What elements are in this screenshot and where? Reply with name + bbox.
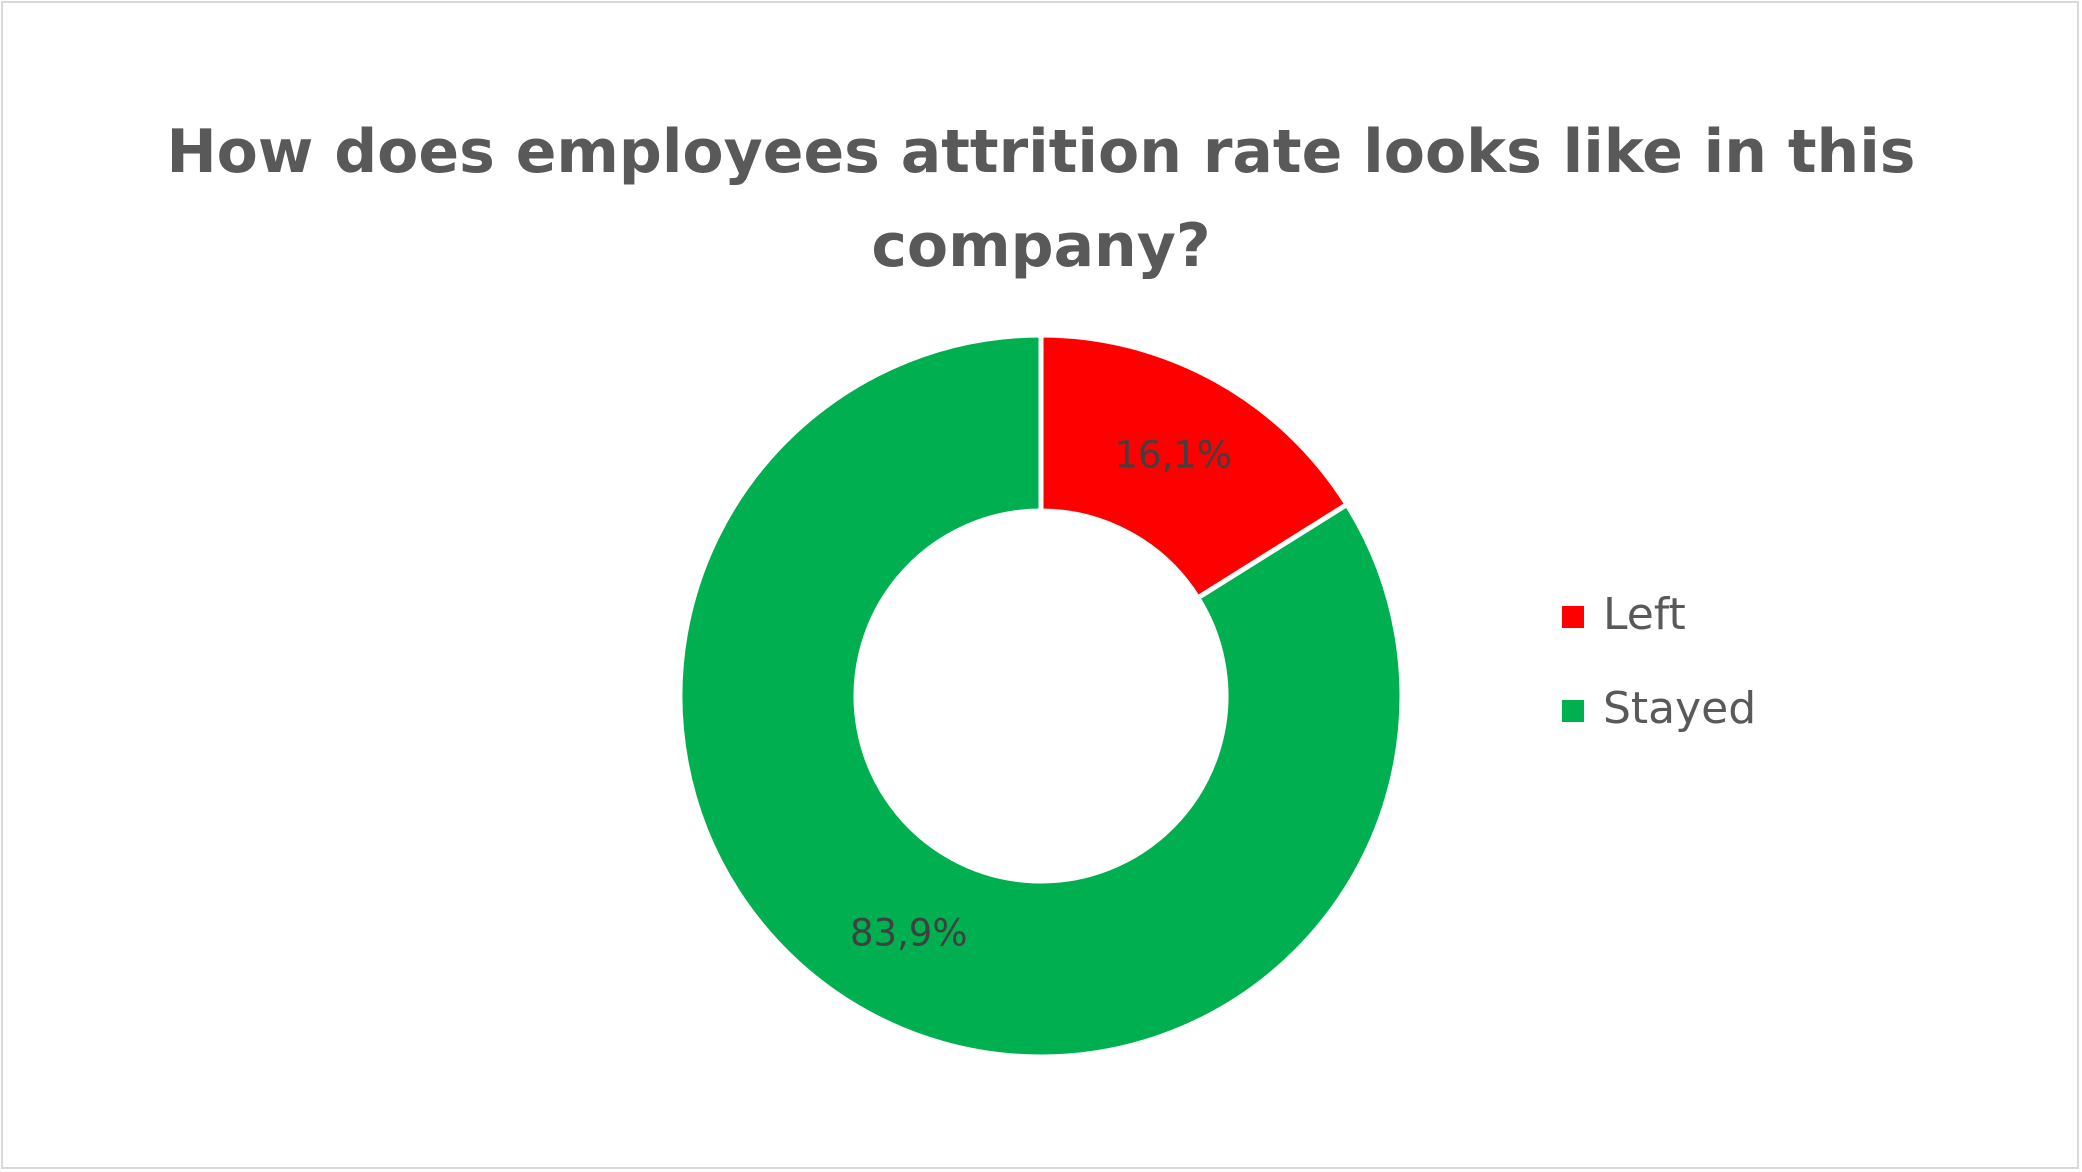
doughnut-slices: [677, 332, 1405, 1060]
slice-stayed: [677, 332, 1405, 1060]
data-label-stayed: 83,9%: [850, 911, 968, 954]
legend-swatch-stayed: [1562, 700, 1584, 722]
data-label-left: 16,1%: [1114, 434, 1232, 477]
legend-label-stayed: Stayed: [1603, 683, 1756, 734]
legend-label-left: Left: [1603, 589, 1686, 640]
slice-left: [1038, 332, 1351, 602]
chart-title-line-2: company?: [871, 211, 1211, 281]
legend: Left Stayed: [1562, 589, 1756, 734]
legend-swatch-left: [1562, 606, 1584, 628]
data-labels: 16,1% 83,9%: [850, 434, 1232, 955]
chart-title-line-1: How does employees attrition rate looks …: [166, 117, 1916, 187]
chart-title: How does employees attrition rate looks …: [0, 105, 2082, 293]
